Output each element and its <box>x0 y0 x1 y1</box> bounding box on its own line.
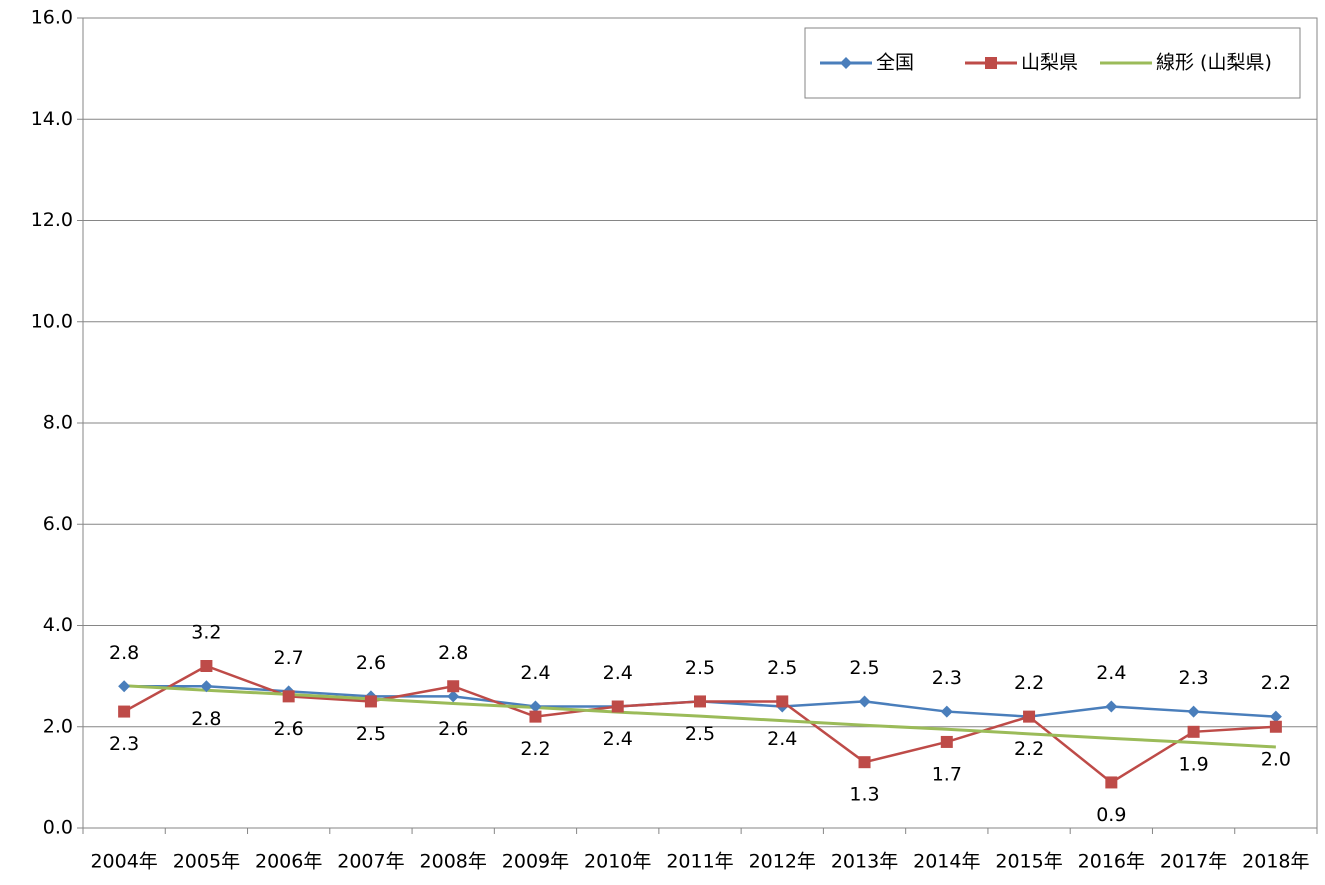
data-label: 2.8 <box>191 708 221 730</box>
x-tick-label: 2006年 <box>255 851 322 873</box>
data-label: 2.2 <box>1014 672 1044 694</box>
data-label: 2.6 <box>438 718 468 740</box>
marker <box>364 695 377 708</box>
y-tick-label: 6.0 <box>43 513 73 535</box>
data-label: 1.9 <box>1178 753 1208 775</box>
data-label: 2.2 <box>520 738 550 760</box>
marker <box>282 690 295 703</box>
marker <box>118 680 131 693</box>
marker <box>611 700 624 713</box>
y-tick-label: 2.0 <box>43 715 73 737</box>
marker <box>1269 720 1282 733</box>
data-label: 2.3 <box>109 733 139 755</box>
data-label: 2.2 <box>1014 738 1044 760</box>
y-tick-label: 8.0 <box>43 412 73 434</box>
data-label: 2.6 <box>356 652 386 674</box>
legend: 全国 山梨県 線形 (山梨県) <box>804 27 1301 99</box>
data-label: 2.5 <box>849 657 879 679</box>
marker <box>694 695 706 708</box>
data-label: 2.5 <box>685 723 715 745</box>
marker <box>776 695 789 708</box>
data-label: 2.6 <box>274 718 304 740</box>
x-tick-label: 2009年 <box>502 851 569 873</box>
data-label: 2.8 <box>109 642 139 664</box>
x-tick-label: 2010年 <box>584 851 651 873</box>
y-tick-label: 14.0 <box>31 108 73 130</box>
x-tick-label: 2011年 <box>666 851 733 873</box>
data-label: 0.9 <box>1096 804 1126 826</box>
marker <box>200 660 213 672</box>
y-tick-label: 0.0 <box>43 817 73 839</box>
x-tick-label: 2017年 <box>1160 851 1227 873</box>
marker <box>529 710 542 723</box>
marker <box>858 756 871 769</box>
marker <box>940 705 953 718</box>
x-tick-label: 2007年 <box>337 851 404 873</box>
data-label: 2.5 <box>356 723 386 745</box>
data-label: 2.8 <box>438 642 468 664</box>
y-tick-label: 12.0 <box>31 209 73 231</box>
x-tick-label: 2016年 <box>1078 851 1145 873</box>
x-tick-label: 2012年 <box>749 851 816 873</box>
marker <box>1269 710 1282 723</box>
marker <box>447 690 460 703</box>
marker <box>118 705 131 718</box>
data-label: 2.4 <box>520 662 550 684</box>
x-tick-label: 2008年 <box>420 851 487 873</box>
x-tick-label: 2018年 <box>1242 851 1309 873</box>
data-label: 2.5 <box>685 657 715 679</box>
legend-marker <box>985 57 997 69</box>
marker <box>858 695 871 708</box>
data-label: 1.7 <box>932 763 962 785</box>
legend-label: 山梨県 <box>1021 52 1078 74</box>
legend-label: 線形 (山梨県) <box>1156 52 1272 74</box>
x-tick-label: 2014年 <box>913 851 980 873</box>
x-tick-label: 2013年 <box>831 851 898 873</box>
x-tick-label: 2015年 <box>995 851 1062 873</box>
data-label: 2.0 <box>1261 748 1291 770</box>
data-label: 2.7 <box>274 647 304 669</box>
data-label: 3.2 <box>191 622 221 644</box>
marker <box>940 735 953 748</box>
y-tick-label: 16.0 <box>31 7 73 29</box>
x-tick-label: 2004年 <box>90 851 157 873</box>
x-tick-label: 2005年 <box>173 851 240 873</box>
marker <box>1187 725 1200 738</box>
marker <box>447 680 460 693</box>
legend-label: 全国 <box>876 52 914 74</box>
data-label: 2.5 <box>767 657 797 679</box>
legend-marker <box>840 57 852 69</box>
y-tick-label: 4.0 <box>43 614 73 636</box>
y-tick-label: 10.0 <box>31 310 73 332</box>
marker <box>1105 700 1118 713</box>
data-label: 2.4 <box>603 662 633 684</box>
marker <box>1105 776 1118 789</box>
line <box>124 684 1276 749</box>
data-label: 2.2 <box>1261 672 1291 694</box>
marker <box>1187 705 1200 718</box>
legend-box <box>804 27 1301 99</box>
marker <box>200 680 213 693</box>
data-label: 2.4 <box>1096 662 1126 684</box>
marker <box>1023 710 1036 723</box>
data-label: 2.4 <box>603 728 633 750</box>
data-label: 1.3 <box>849 784 879 806</box>
data-label: 2.4 <box>767 728 797 750</box>
data-label: 2.3 <box>1178 667 1208 689</box>
marker <box>529 700 542 713</box>
data-label: 2.3 <box>932 667 962 689</box>
